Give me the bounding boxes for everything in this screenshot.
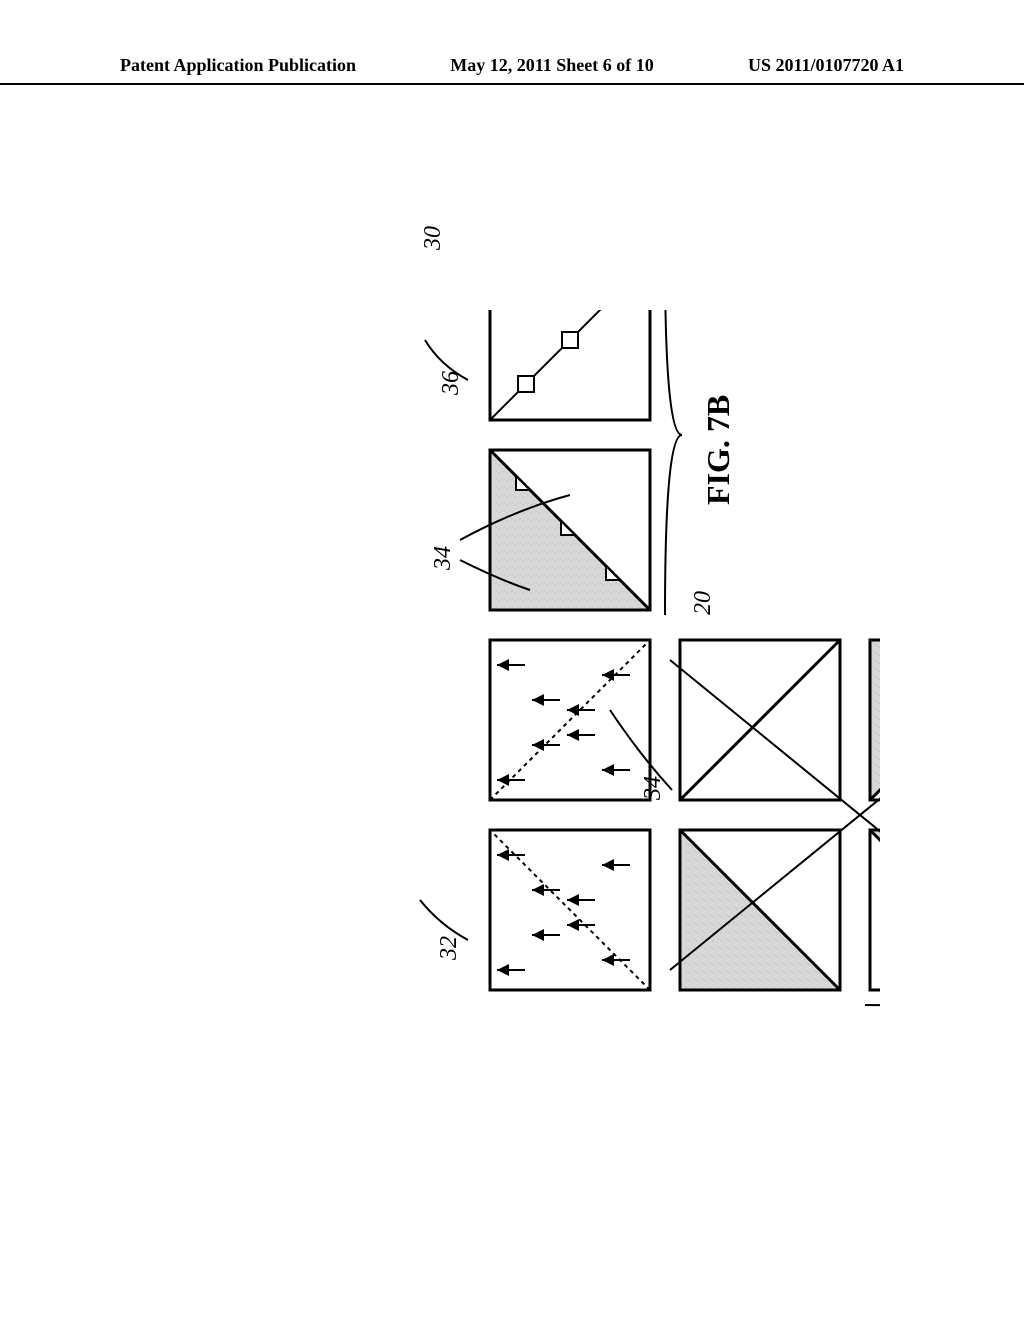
notch-square-shaded — [490, 450, 650, 610]
header-center: May 12, 2011 Sheet 6 of 10 — [450, 55, 653, 83]
shaded-square-b — [680, 640, 840, 800]
ref-34c: 34 — [430, 546, 457, 570]
fig7a-group — [490, 640, 880, 1010]
shaded-square-a — [680, 830, 840, 990]
figure-svg — [120, 310, 880, 1010]
arrow-square-b — [490, 640, 650, 800]
shaded-square-d — [870, 640, 880, 800]
fig7b-group — [490, 310, 682, 615]
ref-32: 32 — [436, 936, 463, 960]
ref-34a: 34 — [640, 776, 667, 800]
ref-36: 36 — [438, 371, 465, 395]
ref-30: 30 — [420, 226, 447, 250]
ref-20: 20 — [690, 591, 717, 615]
figure-rotated-container: 32 34 34 34 36 30 20 FIG. 7A FIG. 7B — [120, 310, 880, 1010]
fig7b-label: FIG. 7B — [700, 395, 737, 505]
page-header: Patent Application Publication May 12, 2… — [0, 55, 1024, 85]
notch-square-open — [490, 310, 650, 420]
header-left: Patent Application Publication — [120, 55, 356, 83]
shaded-square-c — [870, 830, 880, 990]
header-right: US 2011/0107720 A1 — [748, 55, 904, 83]
arrow-square-a — [490, 830, 650, 990]
